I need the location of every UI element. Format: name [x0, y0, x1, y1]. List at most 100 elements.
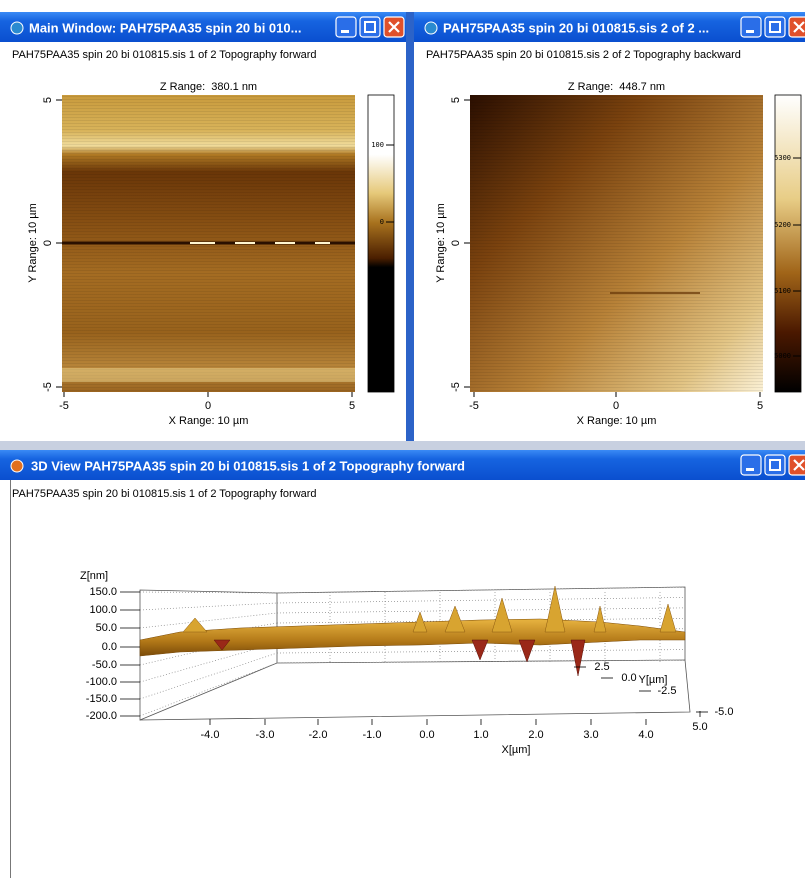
y-tick-label: -2.5 [658, 685, 677, 697]
surface-peak [412, 611, 428, 633]
x-tick-label: -3.0 [256, 729, 275, 741]
grid-line [139, 662, 278, 717]
button-glyph [793, 459, 805, 471]
x-tick-label: 3.0 [583, 729, 598, 741]
grid-line [276, 597, 686, 604]
scan-lines [470, 95, 763, 392]
colorbar [367, 94, 395, 393]
x-tick-label: -5 [469, 400, 479, 412]
image-caption: PAH75PAA35 spin 20 bi 010815.sis 1 of 2 … [12, 49, 317, 61]
button-glyph [341, 30, 349, 33]
minimize-button[interactable] [740, 454, 762, 476]
x-tick-label: -2.0 [309, 729, 328, 741]
button-glyph [793, 21, 805, 33]
x-tick-label: 1.0 [473, 729, 488, 741]
window-buttons [740, 16, 805, 38]
grid-line [139, 591, 278, 594]
z-range: Z Range: 380.1 nm [160, 81, 257, 93]
y-axis-label: Y[µm] [639, 674, 668, 686]
x-tick-label: -5 [59, 400, 69, 412]
z-range: Z Range: 448.7 nm [568, 81, 665, 93]
band [62, 368, 355, 382]
x-tick-label: 2.0 [528, 729, 543, 741]
button-glyph [769, 21, 781, 33]
colorbar-tick-label: -100 [367, 296, 384, 304]
x-tick-label: 5.0 [692, 721, 707, 733]
x-axis-label: X Range: 10 µm [577, 415, 657, 427]
z-tick-label: 0.0 [102, 641, 117, 653]
title-bar [0, 450, 805, 480]
button-glyph [746, 30, 754, 33]
y-tick-label: 0.0 [621, 672, 636, 684]
z-tick-label: -150.0 [86, 693, 117, 705]
surface-peak [544, 585, 566, 633]
x-tick-label: -4.0 [201, 729, 220, 741]
grid-line [139, 602, 278, 611]
image-caption: PAH75PAA35 spin 20 bi 010815.sis 1 of 2 … [12, 488, 317, 500]
minimize-button[interactable] [335, 16, 357, 38]
x-tick-label: 4.0 [638, 729, 653, 741]
surface-valley [518, 639, 536, 663]
maximize-button[interactable] [359, 16, 381, 38]
title-bar [414, 12, 805, 42]
window-icon [10, 459, 24, 473]
y-tick-label: -5 [450, 382, 462, 392]
button-glyph [388, 21, 400, 33]
surface-valley [570, 639, 586, 677]
window-title: PAH75PAA35 spin 20 bi 010815.sis 2 of 2 … [443, 20, 709, 35]
x-axis-label: X Range: 10 µm [169, 415, 249, 427]
maximize-button[interactable] [764, 454, 786, 476]
surface-valley [213, 639, 231, 651]
colorbar [774, 94, 802, 393]
surface-peak [491, 597, 513, 633]
button-glyph [364, 21, 376, 33]
colorbar-tick-label: 5100 [774, 287, 791, 295]
image-caption: PAH75PAA35 spin 20 bi 010815.sis 2 of 2 … [426, 49, 741, 61]
surface-peak [444, 605, 466, 633]
x-tick-label: 5 [349, 400, 355, 412]
grid-line [276, 659, 686, 664]
colorbar-tick-label: 5300 [774, 154, 791, 162]
x-tick-label: -1.0 [363, 729, 382, 741]
window-title: 3D View PAH75PAA35 spin 20 bi 010815.sis… [31, 458, 465, 473]
colorbar-tick-label: 0 [380, 218, 384, 226]
surface-peak [659, 603, 677, 633]
z-tick-label: 50.0 [96, 622, 117, 634]
maximize-button[interactable] [764, 16, 786, 38]
z-tick-label: -200.0 [86, 710, 117, 722]
y-tick-label: -5 [42, 382, 54, 392]
x-tick-label: 0.0 [419, 729, 434, 741]
x-tick-label: 0 [613, 400, 619, 412]
x-axis-label: X[µm] [502, 744, 531, 756]
grid-line [276, 586, 686, 594]
colorbar-tick-label: -200 [367, 374, 384, 382]
y-tick-label: 0 [42, 240, 54, 246]
colorbar-tick-label: 100 [371, 141, 384, 149]
y-axis-label: Y Range: 10 µm [435, 203, 447, 283]
surface-valley [471, 639, 489, 661]
y-tick-label: 2.5 [594, 661, 609, 673]
x-tick-label: 0 [205, 400, 211, 412]
z-tick-label: -100.0 [86, 676, 117, 688]
z-tick-label: 100.0 [89, 604, 117, 616]
grid-line [139, 612, 278, 629]
grid-line [276, 607, 686, 614]
y-tick-label: 0 [450, 240, 462, 246]
close-button[interactable] [788, 454, 805, 476]
surface-peak [182, 617, 208, 633]
colorbar-tick-label: 5000 [774, 352, 791, 360]
close-button[interactable] [788, 16, 805, 38]
y-tick-label: 5 [42, 97, 54, 103]
z-tick-label: -50.0 [92, 659, 117, 671]
window-title: Main Window: PAH75PAA35 spin 20 bi 010..… [29, 20, 301, 35]
window-buttons [335, 16, 405, 38]
grid-line [139, 652, 278, 700]
window-icon [424, 21, 438, 35]
z-axis-label: Z[nm] [80, 570, 108, 582]
minimize-button[interactable] [740, 16, 762, 38]
x-tick-label: 5 [757, 400, 763, 412]
window-icon [10, 21, 24, 35]
colorbar-tick-label: 5200 [774, 221, 791, 229]
y-axis-label: Y Range: 10 µm [27, 203, 39, 283]
